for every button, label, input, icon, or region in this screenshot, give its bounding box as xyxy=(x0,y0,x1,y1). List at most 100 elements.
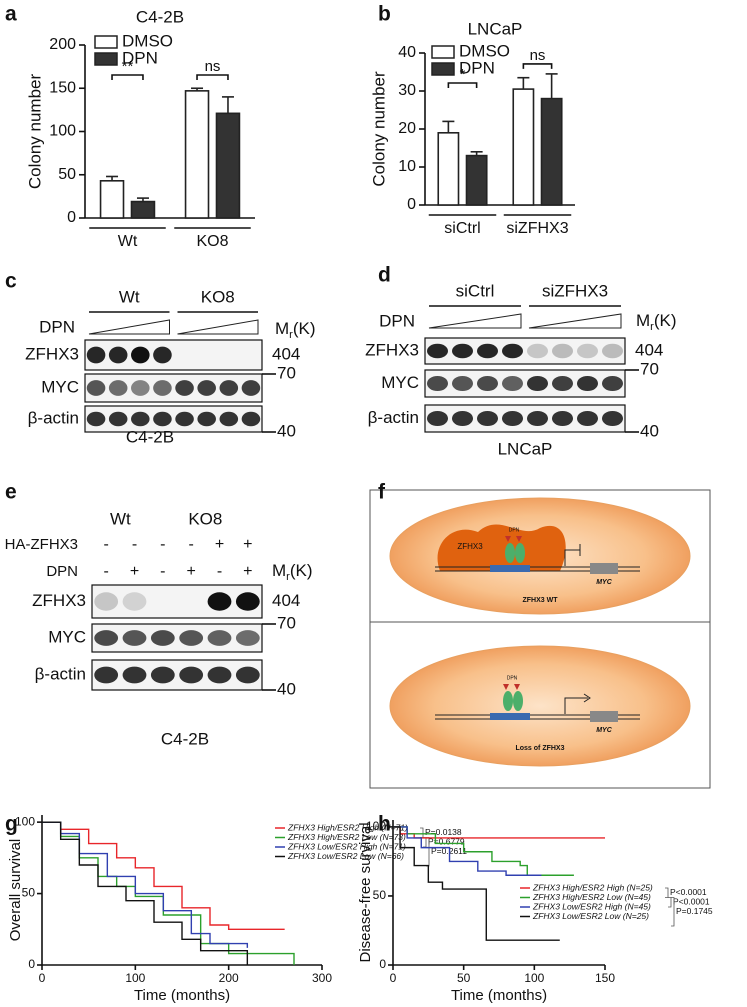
mr-label: Mr(K) xyxy=(636,311,677,332)
band xyxy=(452,343,473,359)
panel-label: f xyxy=(378,481,386,504)
error-bar xyxy=(442,120,455,133)
significance-label: ns xyxy=(205,58,221,75)
zfhx3-protein xyxy=(437,524,566,571)
x-tick-label: 200 xyxy=(219,971,239,985)
diagram-panel: ZFHX3 DPN MYC ZFHX3 WT DPN MYC Loss of Z… xyxy=(369,489,711,789)
x-tick-label: Wt xyxy=(118,233,138,250)
legend-label: ZFHX3 High/ESR2 High (N=71) xyxy=(287,822,408,832)
x-axis-label: Time (months) xyxy=(134,987,230,1004)
y-tick-label: 0 xyxy=(379,957,386,971)
survival-curve xyxy=(393,826,560,941)
band xyxy=(552,375,573,392)
size-marker: 70 xyxy=(277,363,296,382)
legend-swatch xyxy=(94,52,118,66)
error-bar xyxy=(106,175,119,181)
survival-curve xyxy=(42,821,249,948)
p-value: P<0.0001 xyxy=(673,897,710,907)
condition-sign: + xyxy=(243,536,252,553)
y-tick-label: 30 xyxy=(398,82,416,99)
row-label: β-actin xyxy=(35,664,86,683)
mr-main: M xyxy=(636,311,650,330)
mr-sub: r xyxy=(286,571,290,583)
legend-label: DMSO xyxy=(459,41,510,60)
band xyxy=(577,375,598,392)
x-tick-label: 150 xyxy=(595,971,615,985)
y-tick-label: 150 xyxy=(49,79,76,96)
panel-label: c xyxy=(5,270,17,293)
bar xyxy=(437,132,460,206)
cell xyxy=(389,645,691,767)
band xyxy=(427,343,448,359)
survival-curve xyxy=(393,826,542,876)
gene-box xyxy=(590,563,618,574)
lane-group-label: KO8 xyxy=(188,509,222,528)
legend-swatch xyxy=(431,45,455,59)
mr-unit: (K) xyxy=(290,561,313,580)
band xyxy=(94,630,119,646)
repression-arrow xyxy=(564,544,581,566)
band xyxy=(452,410,473,427)
x-tick-label: siCtrl xyxy=(444,220,480,237)
x-tick-label: 100 xyxy=(524,971,544,985)
legend-label: ZFHX3 High/ESR2 Low (N=73) xyxy=(287,832,406,842)
y-axis-label: Overall survival xyxy=(7,839,24,942)
p-bracket xyxy=(665,887,669,898)
row-label: MYC xyxy=(41,377,79,396)
band xyxy=(122,666,147,684)
condition-sign: + xyxy=(243,563,252,580)
y-tick-label: 40 xyxy=(398,44,416,61)
bar xyxy=(184,90,210,219)
size-marker: 40 xyxy=(277,421,296,440)
band xyxy=(108,346,128,364)
band xyxy=(602,343,623,359)
band xyxy=(150,666,175,684)
cell-line-label: C4-2B xyxy=(126,427,174,446)
band xyxy=(150,630,175,646)
significance-bracket xyxy=(522,63,553,69)
error-bar xyxy=(136,197,149,202)
mr-unit: (K) xyxy=(654,311,677,330)
condition-sign: + xyxy=(186,563,195,580)
protein-label: ZFHX3 xyxy=(457,542,483,551)
panel-label: h xyxy=(378,813,391,836)
band xyxy=(502,375,523,392)
legend-label: ZFHX3 High/ESR2 High (N=25) xyxy=(532,882,653,892)
band xyxy=(452,375,473,392)
x-tick-label: 100 xyxy=(125,971,145,985)
band xyxy=(241,380,261,396)
condition-label: DPN xyxy=(46,563,78,580)
band xyxy=(219,380,239,396)
treatment-label: DPN xyxy=(39,317,75,336)
band xyxy=(207,666,232,684)
y-axis-label: Colony number xyxy=(369,71,388,187)
blot-strip xyxy=(91,623,263,653)
band xyxy=(108,411,128,427)
band xyxy=(86,411,106,427)
significance-label: ** xyxy=(122,58,134,75)
band xyxy=(179,666,204,684)
size-marker: 70 xyxy=(277,613,296,632)
band xyxy=(153,411,172,427)
row-label: ZFHX3 xyxy=(32,591,86,610)
error-bar xyxy=(191,87,204,91)
mr-main: M xyxy=(272,561,286,580)
significance-label: * xyxy=(460,66,466,83)
y-tick-label: 100 xyxy=(49,123,76,140)
dose-wedge xyxy=(528,313,622,329)
lane-group-label: Wt xyxy=(110,509,131,528)
cell-line-label: LNCaP xyxy=(498,439,553,458)
mr-main: M xyxy=(275,319,289,338)
band xyxy=(86,380,106,396)
blot-strip xyxy=(91,584,263,619)
lane-group-label: siZFHX3 xyxy=(542,281,608,300)
mr-sub: r xyxy=(289,329,293,341)
legend-swatch xyxy=(431,62,455,76)
y-tick-label: 200 xyxy=(49,36,76,53)
x-tick-label: 0 xyxy=(390,971,397,985)
survival-curve xyxy=(42,821,249,965)
lane-group-label: Wt xyxy=(119,287,140,306)
condition-sign: - xyxy=(189,536,194,553)
band xyxy=(235,592,260,611)
